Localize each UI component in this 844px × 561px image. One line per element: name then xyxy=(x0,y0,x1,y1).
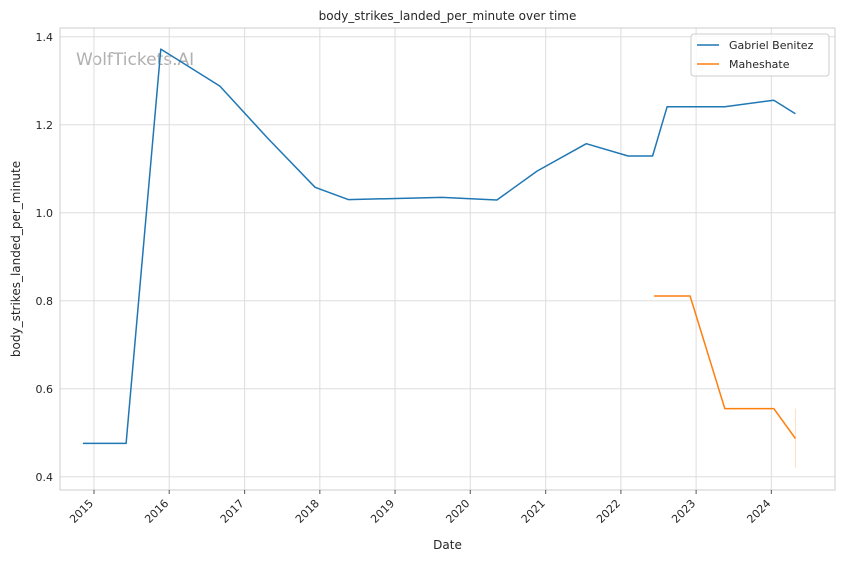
x-tick-label: 2020 xyxy=(443,497,472,526)
plot-frame xyxy=(59,27,836,491)
data-point-gabriel-benitez xyxy=(723,105,726,108)
data-point-gabriel-benitez xyxy=(314,186,317,189)
legend: Gabriel Benitez Maheshate xyxy=(690,33,830,77)
x-tick-label: 2023 xyxy=(669,497,698,526)
x-tick-label: 2018 xyxy=(293,497,322,526)
data-point-gabriel-benitez xyxy=(218,85,221,88)
data-point-gabriel-benitez xyxy=(81,442,84,445)
data-point-gabriel-benitez xyxy=(585,142,588,145)
data-point-gabriel-benitez xyxy=(627,155,630,158)
series-line-maheshate xyxy=(654,295,797,439)
y-tick-label: 1.0 xyxy=(36,207,54,220)
data-point-gabriel-benitez xyxy=(125,442,128,445)
x-tick-label: 2016 xyxy=(142,497,171,526)
x-tick-label: 2019 xyxy=(368,497,397,526)
data-point-gabriel-benitez xyxy=(794,112,797,115)
legend-box xyxy=(690,33,830,77)
data-point-gabriel-benitez xyxy=(772,99,775,102)
x-axis-label: Date xyxy=(433,538,462,552)
x-tick-label: 2024 xyxy=(744,497,773,526)
y-tick-label: 1.4 xyxy=(36,31,54,44)
data-point-maheshate xyxy=(653,294,656,297)
data-point-gabriel-benitez xyxy=(347,198,350,201)
series-line-gabriel-benitez xyxy=(82,48,796,445)
x-axis: 2015 2016 2017 2018 2019 2020 2021 2022 2023 2024 xyxy=(67,490,773,526)
grid xyxy=(60,28,835,490)
y-axis: 0.4 0.6 0.8 1.0 1.2 1.4 xyxy=(36,31,54,484)
data-point-gabriel-benitez xyxy=(495,199,498,202)
x-tick-label: 2022 xyxy=(594,497,623,526)
x-tick-label: 2017 xyxy=(218,497,247,526)
series-layer xyxy=(81,48,797,468)
data-point-maheshate xyxy=(689,294,692,297)
data-point-maheshate xyxy=(772,407,775,410)
y-axis-label: body_strikes_landed_per_minute xyxy=(9,161,23,357)
data-point-maheshate xyxy=(723,407,726,410)
data-point-gabriel-benitez xyxy=(651,155,654,158)
y-tick-label: 0.4 xyxy=(36,471,54,484)
y-tick-label: 0.8 xyxy=(36,295,54,308)
data-point-gabriel-benitez xyxy=(266,137,269,140)
x-tick-label: 2015 xyxy=(67,497,96,526)
watermark: WolfTickets.AI xyxy=(76,50,194,70)
data-point-gabriel-benitez xyxy=(441,196,444,199)
data-point-gabriel-benitez xyxy=(666,105,669,108)
y-tick-label: 1.2 xyxy=(36,119,54,132)
data-point-maheshate xyxy=(794,437,797,440)
y-tick-label: 0.6 xyxy=(36,383,54,396)
data-point-gabriel-benitez xyxy=(159,48,162,51)
legend-label-maheshate: Maheshate xyxy=(729,58,790,71)
data-point-gabriel-benitez xyxy=(536,170,539,173)
x-tick-label: 2021 xyxy=(519,497,548,526)
legend-label-gabriel-benitez: Gabriel Benitez xyxy=(729,39,814,52)
chart-title: body_strikes_landed_per_minute over time xyxy=(319,9,577,23)
